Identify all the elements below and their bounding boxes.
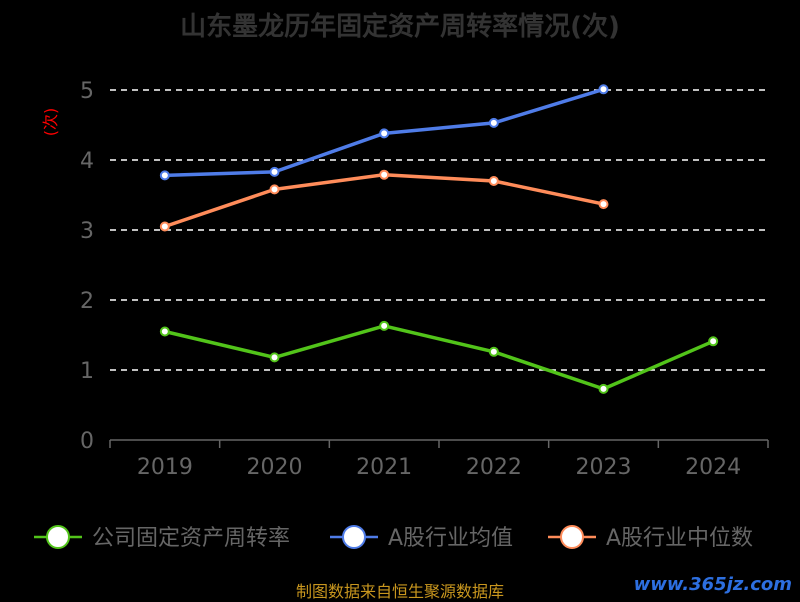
legend-label: A股行业中位数 [606, 526, 753, 551]
legend-marker [342, 525, 366, 549]
data-point [159, 170, 170, 181]
x-tick-label: 2020 [247, 455, 303, 480]
data-point [708, 336, 719, 347]
data-point [598, 383, 609, 394]
x-tick-label: 2022 [466, 455, 522, 480]
data-point [379, 320, 390, 331]
y-tick-label: 3 [80, 219, 94, 244]
data-point [269, 184, 280, 195]
data-point [379, 169, 390, 180]
data-point [598, 84, 609, 95]
legend-label: A股行业均值 [388, 526, 513, 551]
data-point [598, 199, 609, 210]
data-point [269, 352, 280, 363]
legend-label: 公司固定资产周转率 [92, 526, 290, 551]
y-tick-label: 1 [80, 359, 94, 384]
data-point [488, 176, 499, 186]
series-line [164, 324, 714, 391]
series-line [164, 172, 604, 229]
y-tick-label: 0 [80, 429, 94, 454]
data-point [379, 128, 390, 139]
watermark-logo: www.365jz.com [633, 574, 792, 595]
data-point [159, 221, 170, 232]
x-tick-label: 2023 [576, 455, 632, 480]
legend-marker [46, 525, 70, 549]
y-tick-label: 5 [80, 79, 94, 104]
data-point [488, 117, 499, 128]
y-tick-label: 4 [80, 149, 94, 174]
legend-marker [560, 525, 584, 549]
y-tick-label: 2 [80, 289, 94, 314]
data-point [159, 326, 170, 337]
chart-title: 山东墨龙历年固定资产周转率情况(次) [180, 12, 620, 42]
x-tick-label: 2019 [137, 455, 193, 480]
data-point [488, 346, 499, 357]
x-tick-label: 2021 [356, 455, 412, 480]
data-source-footer: 制图数据来自恒生聚源数据库 [295, 582, 504, 601]
data-point [269, 166, 280, 177]
x-tick-label: 2024 [685, 455, 741, 480]
